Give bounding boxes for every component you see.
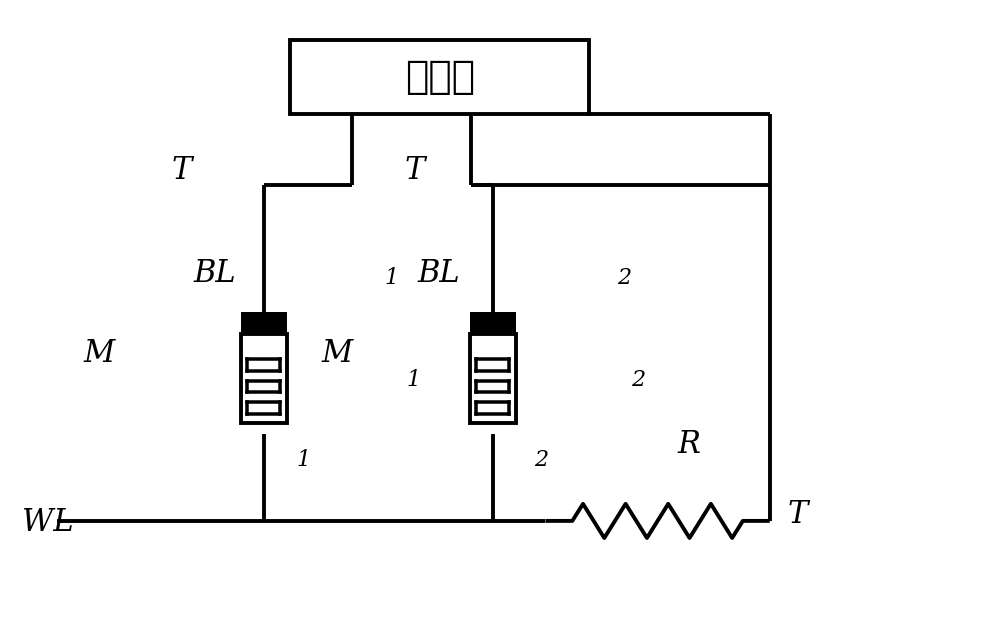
Bar <box>470 334 516 423</box>
Text: T: T <box>787 499 808 530</box>
Text: 2: 2 <box>534 449 548 471</box>
Text: 2: 2 <box>618 267 632 289</box>
Text: BL: BL <box>418 258 460 289</box>
Text: 1: 1 <box>296 449 311 471</box>
Text: 1: 1 <box>406 369 421 391</box>
Text: WL: WL <box>22 507 74 538</box>
Text: T: T <box>405 155 425 187</box>
Text: 1: 1 <box>384 267 399 289</box>
Text: M: M <box>84 337 115 369</box>
Bar <box>241 334 287 423</box>
Text: 控制器: 控制器 <box>405 58 475 96</box>
Text: 2: 2 <box>631 369 645 391</box>
Bar <box>290 40 589 114</box>
Text: R: R <box>677 429 700 459</box>
Text: BL: BL <box>194 258 236 289</box>
Bar <box>470 312 516 334</box>
Text: M: M <box>321 337 352 369</box>
Text: T: T <box>172 155 192 187</box>
Bar <box>241 312 287 334</box>
